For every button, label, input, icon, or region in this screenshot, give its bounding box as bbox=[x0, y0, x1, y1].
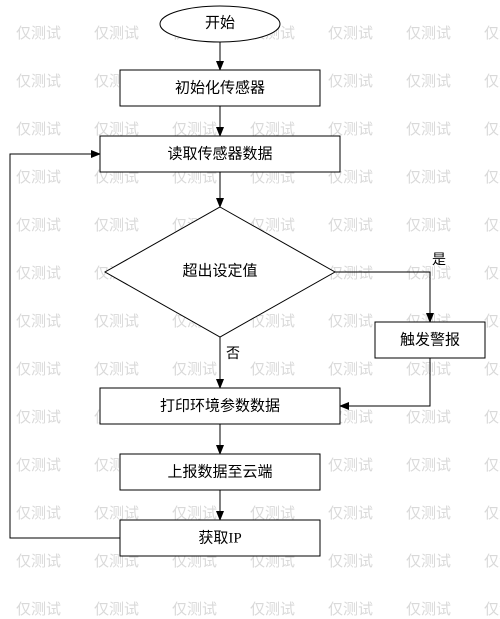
node-label-getip: 获取IP bbox=[198, 529, 241, 546]
nodes-group: 开始初始化传感器读取传感器数据超出设定值触发警报打印环境参数数据上报数据至云端获… bbox=[100, 6, 485, 556]
node-label-print: 打印环境参数数据 bbox=[160, 396, 280, 414]
node-label-upload: 上报数据至云端 bbox=[167, 463, 272, 480]
node-label-check: 超出设定值 bbox=[182, 262, 257, 279]
edge-alarm-print bbox=[340, 358, 430, 406]
edge-label: 是 bbox=[432, 253, 446, 268]
edge-getip-read bbox=[10, 154, 120, 538]
node-label-init: 初始化传感器 bbox=[175, 79, 265, 96]
node-label-start: 开始 bbox=[205, 14, 235, 31]
node-label-alarm: 触发警报 bbox=[400, 331, 460, 348]
node-label-read: 读取传感器数据 bbox=[167, 145, 272, 162]
flowchart-svg: 否 是 开始初始化传感器读取传感器数据超出设定值触发警报打印环境参数数据上报数据至… bbox=[0, 0, 500, 610]
edge-label: 否 bbox=[226, 347, 240, 362]
edge-check-alarm bbox=[335, 272, 430, 322]
